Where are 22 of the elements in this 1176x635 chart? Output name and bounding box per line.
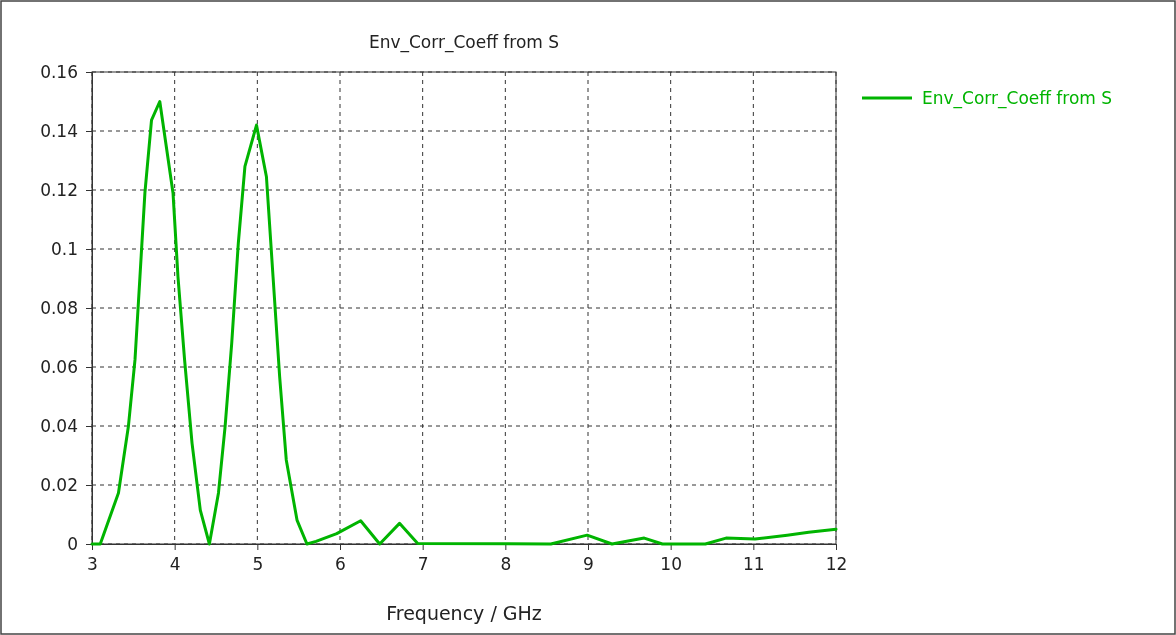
y-tick-label: 0.14 [40,120,78,141]
y-tick-label: 0.12 [40,179,78,200]
y-tick-label: 0 [67,533,78,554]
x-tick-label: 5 [252,554,264,575]
x-tick-label: 3 [87,554,98,575]
y-tick-label: 0.08 [40,297,78,318]
x-tick-label: 11 [743,554,765,575]
x-tick-label: 6 [335,554,346,575]
x-tick-label: 10 [660,554,682,575]
y-tick-label: 0.06 [40,356,78,377]
y-tick-label: 0.1 [50,238,78,259]
x-tick-label: 9 [583,554,594,575]
x-tick-label: 12 [825,554,848,575]
x-tick-label: 7 [417,554,429,575]
x-tick-label: 4 [169,554,181,575]
y-tick-label: 0.02 [40,474,78,495]
chart-title: Env_Corr_Coeff from S [368,32,560,53]
legend-label: Env_Corr_Coeff from S [922,88,1113,109]
y-tick-label: 0.16 [40,61,78,82]
x-tick-label: 8 [500,554,512,575]
y-tick-label: 0.04 [40,415,78,436]
x-axis-title: Frequency / GHz [386,602,542,624]
